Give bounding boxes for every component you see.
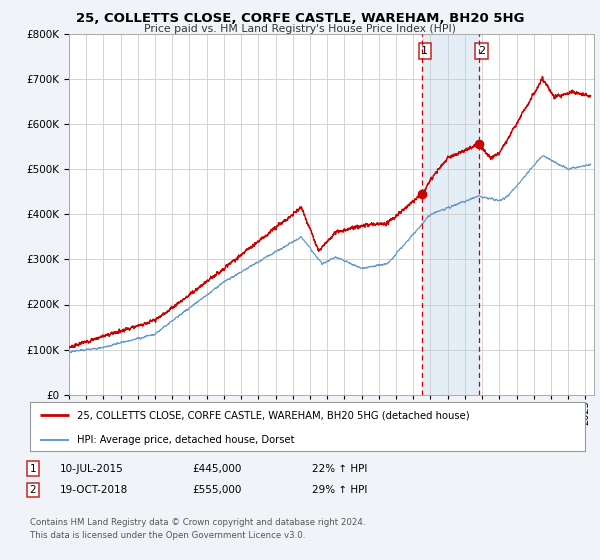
Text: 29% ↑ HPI: 29% ↑ HPI — [312, 485, 367, 495]
Text: Contains HM Land Registry data © Crown copyright and database right 2024.
This d: Contains HM Land Registry data © Crown c… — [30, 518, 365, 539]
Text: HPI: Average price, detached house, Dorset: HPI: Average price, detached house, Dors… — [77, 435, 295, 445]
Text: £445,000: £445,000 — [192, 464, 241, 474]
Text: £555,000: £555,000 — [192, 485, 241, 495]
Text: 2: 2 — [29, 485, 37, 495]
Text: 19-OCT-2018: 19-OCT-2018 — [60, 485, 128, 495]
Text: Price paid vs. HM Land Registry's House Price Index (HPI): Price paid vs. HM Land Registry's House … — [144, 24, 456, 34]
Text: 22% ↑ HPI: 22% ↑ HPI — [312, 464, 367, 474]
Bar — [422, 34, 479, 395]
Text: 2: 2 — [478, 46, 485, 56]
Text: 25, COLLETTS CLOSE, CORFE CASTLE, WAREHAM, BH20 5HG: 25, COLLETTS CLOSE, CORFE CASTLE, WAREHA… — [76, 12, 524, 25]
Text: 25, COLLETTS CLOSE, CORFE CASTLE, WAREHAM, BH20 5HG (detached house): 25, COLLETTS CLOSE, CORFE CASTLE, WAREHA… — [77, 410, 470, 421]
Text: 1: 1 — [421, 46, 428, 56]
Text: 1: 1 — [29, 464, 37, 474]
Text: 10-JUL-2015: 10-JUL-2015 — [60, 464, 124, 474]
